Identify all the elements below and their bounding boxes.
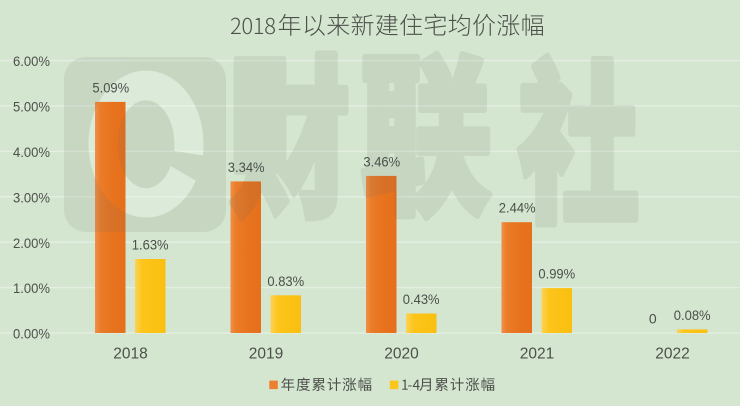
svg-text:0.43%: 0.43% xyxy=(403,291,440,307)
svg-text:1.00%: 1.00% xyxy=(13,280,50,296)
svg-text:2.00%: 2.00% xyxy=(13,235,50,251)
svg-text:2018: 2018 xyxy=(113,346,147,363)
svg-text:2.44%: 2.44% xyxy=(499,200,536,216)
svg-text:0.99%: 0.99% xyxy=(538,266,575,282)
svg-text:3.34%: 3.34% xyxy=(228,159,265,175)
svg-text:3.00%: 3.00% xyxy=(13,189,50,205)
svg-text:1.63%: 1.63% xyxy=(132,237,169,253)
svg-text:0: 0 xyxy=(649,311,657,327)
svg-text:5.00%: 5.00% xyxy=(13,99,50,115)
svg-text:0.08%: 0.08% xyxy=(674,307,711,323)
svg-text:5.09%: 5.09% xyxy=(92,79,129,95)
svg-text:6.00%: 6.00% xyxy=(13,53,50,69)
svg-text:3.46%: 3.46% xyxy=(363,153,400,169)
svg-text:0.00%: 0.00% xyxy=(13,326,50,342)
svg-text:0.83%: 0.83% xyxy=(267,273,304,289)
svg-text:2019: 2019 xyxy=(249,346,283,363)
svg-text:2020: 2020 xyxy=(384,346,419,363)
svg-text:2022: 2022 xyxy=(655,346,689,363)
svg-text:2021: 2021 xyxy=(520,346,554,363)
svg-text:4.00%: 4.00% xyxy=(13,144,50,160)
